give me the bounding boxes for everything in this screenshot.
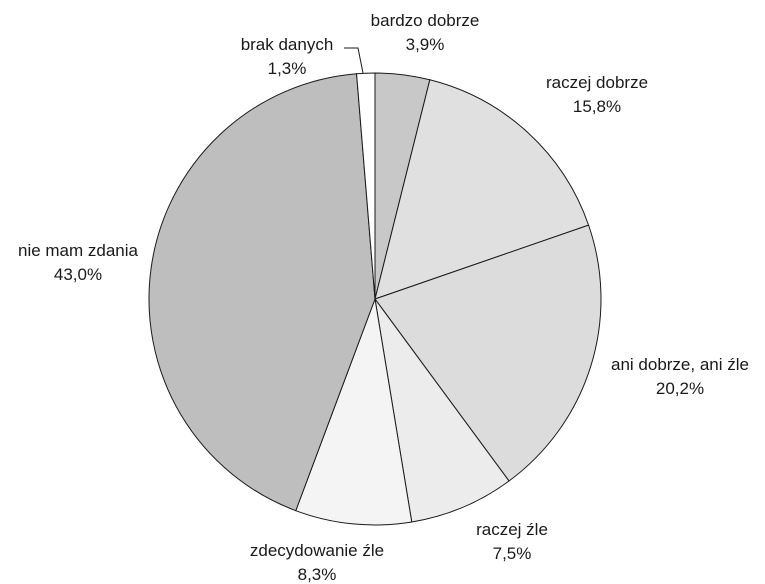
label-brak-danych: brak danych (241, 35, 334, 54)
pie-slice-raczej-dobrze (374, 79, 590, 300)
label-ani-dobrze-ani-zle: ani dobrze, ani źle (611, 355, 749, 374)
pie-slice-brak-danych (356, 72, 376, 300)
value-brak-danych: 1,3% (268, 59, 307, 78)
slice-labels: bardzo dobrze 3,9% raczej dobrze 15,8% a… (18, 11, 749, 584)
pie-slice-raczej-źle (374, 298, 510, 523)
pie-slice-ani-dobrze-ani-źle (374, 224, 602, 482)
label-raczej-dobrze: raczej dobrze (546, 73, 648, 92)
leader-line-brak-danych (344, 47, 364, 74)
label-zdecydowanie-zle: zdecydowanie źle (250, 541, 384, 560)
value-nie-mam-zdania: 43,0% (54, 265, 102, 284)
pie-slices (148, 72, 602, 526)
value-zdecydowanie-zle: 8,3% (298, 565, 337, 584)
label-raczej-zle: raczej źle (476, 520, 548, 539)
value-raczej-zle: 7,5% (493, 544, 532, 563)
value-bardzo-dobrze: 3,9% (406, 35, 445, 54)
pie-slice-nie-mam-zdania (148, 73, 376, 512)
value-ani-dobrze-ani-zle: 20,2% (656, 379, 704, 398)
label-nie-mam-zdania: nie mam zdania (18, 241, 139, 260)
leader-lines (344, 47, 364, 74)
label-bardzo-dobrze: bardzo dobrze (371, 11, 480, 30)
value-raczej-dobrze: 15,8% (573, 97, 621, 116)
pie-slice-zdecydowanie-źle (295, 297, 413, 526)
